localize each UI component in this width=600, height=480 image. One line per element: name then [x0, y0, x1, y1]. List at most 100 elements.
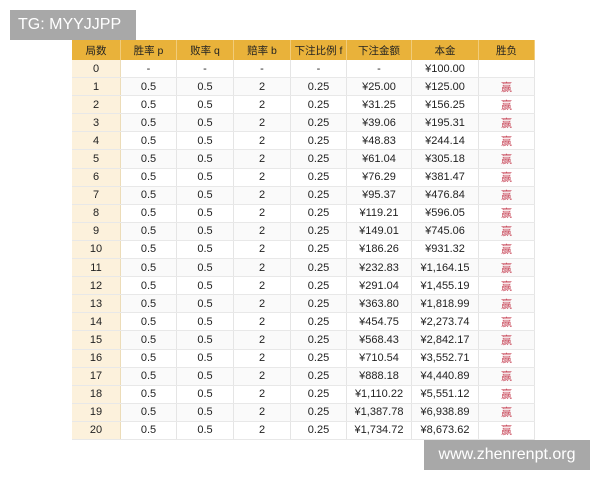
table-cell: 2 [233, 77, 291, 97]
table-cell: 2 [233, 222, 291, 241]
table-cell: 0.25 [290, 95, 347, 115]
column-header: 下注金额 [346, 40, 412, 60]
table-cell: 0.25 [290, 113, 347, 133]
table-cell: ¥195.31 [411, 113, 479, 133]
column-header: 败率 q [176, 40, 234, 60]
table-cell: 0.25 [290, 367, 347, 386]
result-cell: 赢 [478, 95, 535, 115]
table-cell: 11 [72, 258, 121, 278]
table-cell: 0.5 [176, 95, 234, 115]
result-cell: 赢 [478, 330, 535, 350]
table-cell: 2 [233, 385, 291, 404]
table-cell: ¥1,164.15 [411, 258, 479, 278]
table-cell: ¥363.80 [346, 294, 412, 314]
table-cell: ¥31.25 [346, 95, 412, 115]
table-cell: 15 [72, 330, 121, 350]
table-cell: 0.5 [120, 204, 177, 223]
table-cell: ¥61.04 [346, 149, 412, 169]
table-cell: - [290, 60, 347, 79]
table-cell: ¥745.06 [411, 222, 479, 241]
table-cell: - [346, 60, 412, 79]
table-cell: 0.5 [120, 240, 177, 260]
result-cell: 赢 [478, 131, 535, 151]
table-cell: 0.5 [176, 421, 234, 440]
table-cell: 2 [233, 294, 291, 314]
table-row: 2 0.5 0.5 2 0.25 ¥31.25 ¥156.25 赢 [72, 95, 535, 115]
result-cell: 赢 [478, 240, 535, 260]
table-cell: ¥6,938.89 [411, 403, 479, 422]
result-cell: 赢 [478, 385, 535, 404]
result-cell: 赢 [478, 168, 535, 187]
table-cell: 0.5 [120, 385, 177, 404]
table-cell: 2 [233, 312, 291, 332]
table-cell: 0.5 [120, 312, 177, 332]
table-cell: 0.25 [290, 149, 347, 169]
table-row: 19 0.5 0.5 2 0.25 ¥1,387.78 ¥6,938.89 赢 [72, 403, 535, 422]
table-cell: 0.5 [120, 186, 177, 205]
table-cell: 0.5 [176, 330, 234, 350]
table-cell: ¥76.29 [346, 168, 412, 187]
table-cell: 2 [233, 186, 291, 205]
table-cell: 0.25 [290, 222, 347, 241]
table-cell: 0.25 [290, 240, 347, 260]
table-cell: 13 [72, 294, 121, 314]
table-cell: ¥100.00 [411, 60, 479, 79]
table-cell: 20 [72, 421, 121, 440]
table-cell: - [233, 60, 291, 79]
table-cell: 2 [233, 131, 291, 151]
table-cell: 0.5 [120, 330, 177, 350]
table-cell: ¥1,455.19 [411, 276, 479, 296]
table-cell: 0.5 [120, 276, 177, 296]
table-cell: 9 [72, 222, 121, 241]
table-cell: ¥568.43 [346, 330, 412, 350]
table-cell: ¥454.75 [346, 312, 412, 332]
table-cell: ¥931.32 [411, 240, 479, 260]
watermark-bottom: www.zhenrenpt.org [424, 440, 590, 470]
result-cell: 赢 [478, 258, 535, 278]
table-cell: 18 [72, 385, 121, 404]
table-cell: 0.5 [120, 421, 177, 440]
table-cell: ¥5,551.12 [411, 385, 479, 404]
table-cell: 1 [72, 77, 121, 97]
table-cell: 0.25 [290, 330, 347, 350]
table-cell: 0.5 [176, 349, 234, 368]
table-row: 10 0.5 0.5 2 0.25 ¥186.26 ¥931.32 赢 [72, 240, 535, 260]
table-cell: 0.5 [176, 240, 234, 260]
table-cell: 0.25 [290, 421, 347, 440]
table-cell: ¥244.14 [411, 131, 479, 151]
table-cell: 2 [233, 349, 291, 368]
result-cell [478, 60, 535, 79]
table-cell: 0.5 [120, 113, 177, 133]
table-cell: - [120, 60, 177, 79]
table-cell: 0.5 [120, 349, 177, 368]
column-header: 胜率 p [120, 40, 177, 60]
table-cell: 8 [72, 204, 121, 223]
table-cell: ¥48.83 [346, 131, 412, 151]
result-cell: 赢 [478, 276, 535, 296]
table-cell: 2 [72, 95, 121, 115]
result-cell: 赢 [478, 421, 535, 440]
table-cell: ¥1,818.99 [411, 294, 479, 314]
table-cell: 0.25 [290, 294, 347, 314]
table-cell: ¥3,552.71 [411, 349, 479, 368]
table-cell: 0.5 [120, 131, 177, 151]
table-cell: 0.25 [290, 131, 347, 151]
table-row: 13 0.5 0.5 2 0.25 ¥363.80 ¥1,818.99 赢 [72, 294, 535, 314]
table-row: 0- - - - - ¥100.00 [72, 60, 535, 79]
table-cell: 0.5 [120, 95, 177, 115]
table-cell: 0.5 [120, 367, 177, 386]
result-cell: 赢 [478, 77, 535, 97]
table-cell: ¥4,440.89 [411, 367, 479, 386]
table-row: 3 0.5 0.5 2 0.25 ¥39.06 ¥195.31 赢 [72, 113, 535, 133]
table-cell: ¥25.00 [346, 77, 412, 97]
table-cell: 14 [72, 312, 121, 332]
table-cell: 2 [233, 258, 291, 278]
table-cell: 0.5 [176, 77, 234, 97]
table-cell: 2 [233, 149, 291, 169]
table-cell: 0.5 [120, 222, 177, 241]
table-cell: 2 [233, 240, 291, 260]
column-header: 局数 [72, 40, 121, 60]
table-cell: 19 [72, 403, 121, 422]
table-cell: 0.5 [120, 149, 177, 169]
table-cell: ¥476.84 [411, 186, 479, 205]
